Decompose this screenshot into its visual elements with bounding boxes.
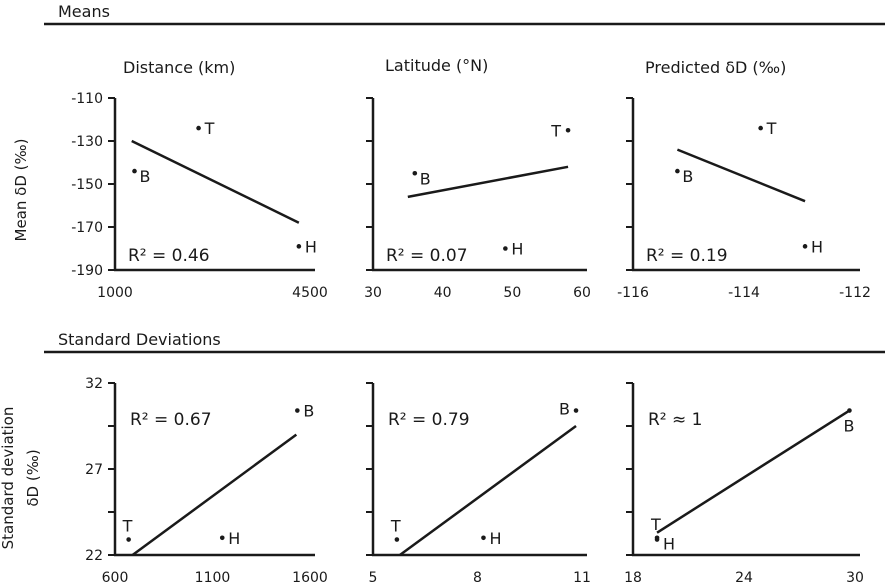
point-label-T: T: [766, 119, 777, 138]
data-point-B: [847, 408, 852, 413]
data-point-B: [132, 168, 137, 174]
sd-y-axis-label-line1: Standard deviation: [0, 407, 17, 550]
r-squared-label: R² = 0.67: [130, 410, 212, 430]
point-label-T: T: [550, 121, 561, 140]
x-tick-label: 5: [369, 570, 378, 585]
scatter-panel: -116 -114 -112 T B H R² = 0.19: [617, 97, 871, 301]
regression-line: [407, 165, 569, 199]
data-point-T: [758, 125, 763, 131]
means-section-title: Means: [58, 2, 110, 21]
point-label-T: T: [122, 517, 133, 536]
scatter-panel: -110 -130 -150 -170 -190 1000 4500 T B H R² = 0.46: [71, 91, 328, 301]
point-label-T: T: [204, 119, 215, 138]
scatter-panels: -110 -130 -150 -170 -190 1000 4500 T B H R² = 0.46…: [71, 91, 871, 585]
point-label-B: B: [559, 400, 570, 419]
r-squared-label: R² = 0.46: [128, 246, 210, 266]
scatter-panel: 32 27 22 600 1100 1600 B T H R² = 0.67: [85, 376, 328, 585]
scatter-panel: 30 40 50 60 T B H R² = 0.07: [364, 97, 591, 301]
y-tick-label: -110: [71, 91, 103, 107]
data-point-T: [126, 537, 131, 542]
data-point-H: [503, 246, 508, 251]
x-tick-label: 1600: [292, 570, 328, 585]
column-title-predicted: Predicted δD (‰): [645, 58, 786, 77]
x-tick-label: 30: [364, 285, 382, 301]
x-tick-label: 11: [573, 570, 591, 585]
data-point-T: [196, 125, 201, 131]
y-tick-label: -170: [71, 220, 103, 236]
r-squared-label: R² = 0.07: [386, 246, 468, 266]
x-tick-label: 1000: [97, 285, 133, 301]
x-tick-label: -114: [728, 285, 760, 301]
point-label-H: H: [305, 237, 317, 256]
data-point-B: [675, 168, 680, 174]
data-point-T: [565, 127, 571, 133]
x-tick-label: 60: [573, 285, 591, 301]
point-label-T: T: [390, 517, 401, 536]
scatter-panel: 5 8 11 B T H R² = 0.79: [366, 382, 591, 585]
means-y-axis-label: Mean δD (‰): [12, 139, 30, 242]
data-point-T: [394, 537, 400, 542]
x-tick-label: 50: [503, 285, 521, 301]
x-tick-label: 1100: [195, 570, 231, 585]
point-label-H: H: [663, 535, 675, 554]
x-tick-label: 4500: [292, 285, 328, 301]
sd-section-title: Standard Deviations: [58, 330, 221, 349]
x-tick-label: 18: [624, 570, 642, 585]
point-label-B: B: [843, 417, 854, 436]
point-label-H: H: [811, 237, 823, 256]
y-tick-label: 27: [85, 462, 103, 478]
point-label-H: H: [489, 529, 501, 548]
data-point-H: [296, 244, 302, 249]
x-tick-label: -112: [839, 285, 871, 301]
x-tick-label: 8: [473, 570, 482, 585]
y-tick-label: 22: [85, 548, 103, 564]
regression-line: [131, 139, 300, 224]
data-point-H: [481, 535, 486, 541]
y-tick-label: -130: [71, 134, 103, 150]
data-point-H: [219, 535, 225, 541]
data-point-B: [573, 408, 579, 413]
point-label-B: B: [420, 169, 431, 188]
x-tick-label: 40: [434, 285, 452, 301]
y-tick-label: -150: [71, 177, 103, 193]
x-tick-label: 30: [846, 570, 864, 585]
point-label-T: T: [650, 515, 661, 534]
regression-line: [656, 409, 851, 534]
point-label-B: B: [140, 167, 151, 186]
data-point-B: [295, 408, 300, 413]
point-label-B: B: [682, 167, 693, 186]
column-title-latitude: Latitude (°N): [385, 56, 488, 75]
point-label-B: B: [303, 402, 314, 421]
scatter-panel: 18 24 30 B TH R² ≈ 1: [624, 382, 864, 585]
x-tick-label: -116: [617, 285, 649, 301]
r-squared-label: R² = 0.79: [388, 410, 470, 430]
data-point-H: [802, 244, 808, 249]
y-tick-label: 32: [85, 376, 103, 392]
point-label-H: H: [511, 240, 523, 259]
sd-y-axis-label-line2: δD (‰): [24, 449, 42, 506]
r-squared-label: R² ≈ 1: [648, 410, 703, 430]
regression-line: [399, 424, 577, 557]
r-squared-label: R² = 0.19: [646, 246, 728, 266]
x-tick-label: 24: [735, 570, 753, 585]
regression-line: [676, 148, 806, 203]
point-label-H: H: [228, 529, 240, 548]
regression-line: [131, 433, 298, 557]
y-tick-label: -190: [71, 263, 103, 279]
x-tick-label: 600: [102, 570, 129, 585]
column-title-distance: Distance (km): [123, 58, 235, 77]
data-point-H: [654, 537, 660, 542]
data-point-B: [412, 170, 418, 176]
